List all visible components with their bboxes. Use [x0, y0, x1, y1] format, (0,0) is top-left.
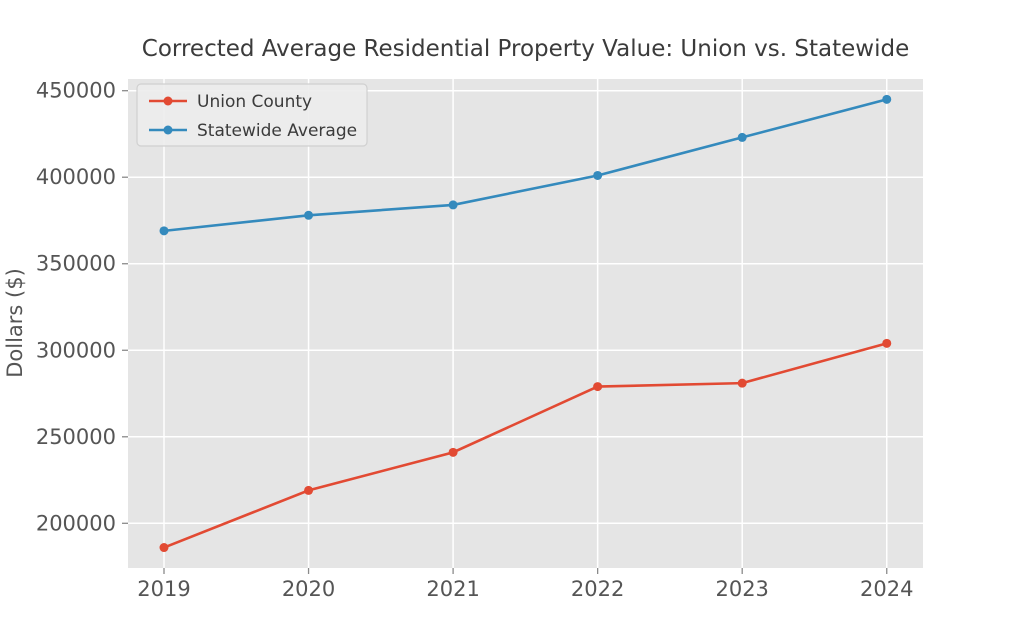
data-point-union-county	[159, 543, 169, 553]
series-line-statewide-average	[162, 98, 889, 233]
data-point-union-county	[593, 382, 603, 392]
data-point-union-county	[737, 378, 747, 388]
x-tick-label: 2022	[571, 577, 624, 601]
x-tick-label: 2024	[860, 577, 913, 601]
chart-title: Corrected Average Residential Property V…	[142, 36, 909, 62]
legend-sample-marker	[163, 125, 173, 135]
data-point-statewide-average	[304, 210, 314, 220]
x-tick-label: 2023	[715, 577, 768, 601]
data-point-statewide-average	[737, 132, 747, 142]
data-point-statewide-average	[882, 94, 892, 104]
y-tick-label: 250000	[36, 425, 116, 449]
data-point-statewide-average	[593, 170, 603, 180]
legend-item-label: Union County	[197, 92, 312, 112]
data-point-union-county	[882, 338, 892, 348]
legend-sample-marker	[163, 96, 173, 106]
legend-box	[136, 83, 368, 147]
y-tick-label: 300000	[36, 338, 116, 362]
data-point-statewide-average	[159, 226, 169, 236]
data-point-statewide-average	[448, 200, 458, 210]
y-tick-label: 400000	[36, 165, 116, 189]
y-tick-label: 450000	[36, 79, 116, 103]
plot-area	[128, 79, 923, 568]
y-axis-label: Dollars ($)	[3, 268, 27, 378]
y-tick-label: 350000	[36, 252, 116, 276]
x-tick-label: 2020	[282, 577, 335, 601]
data-point-union-county	[304, 485, 314, 495]
data-point-union-county	[448, 447, 458, 457]
y-tick-label: 200000	[36, 511, 116, 535]
series-line-union-county	[162, 342, 889, 549]
x-tick-label: 2021	[426, 577, 479, 601]
x-tick-label: 2019	[137, 577, 190, 601]
legend-item-label: Statewide Average	[197, 121, 357, 141]
